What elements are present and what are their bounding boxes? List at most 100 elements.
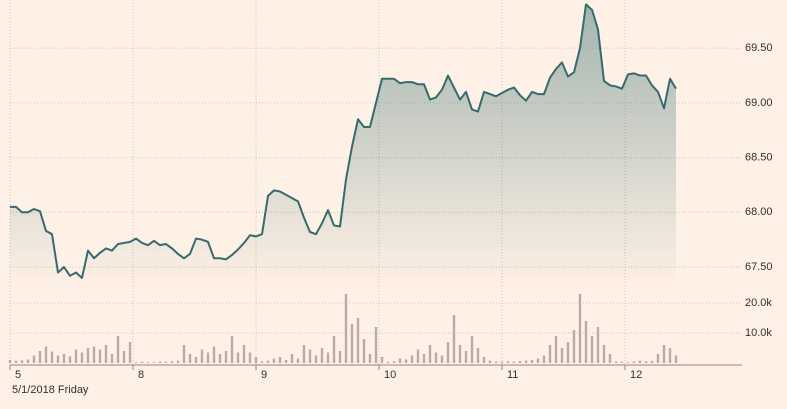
price-area [10,4,676,291]
volume-bar [422,354,426,363]
y-tick-label: 68.00 [745,206,773,218]
volume-bar [380,357,384,363]
volume-bar [98,349,102,363]
volume-bar [428,345,432,363]
volume-bar [104,345,108,363]
volume-bar [614,361,618,363]
volume-bar [110,354,114,363]
volume-bar [656,354,660,363]
volume-bar [392,361,396,363]
volume-bar [86,348,90,363]
volume-bar [44,346,48,363]
volume-bar [338,351,342,363]
y-tick-label: 69.50 [745,42,773,54]
volume-bar [560,348,564,363]
volume-bar [206,352,210,363]
volume-bar [626,362,630,363]
volume-bar [8,360,12,363]
volume-bar [212,346,216,363]
x-tick-label: 8 [138,369,144,381]
volume-bar [350,324,354,363]
volume-bar [368,354,372,363]
x-tick-label: 5 [15,369,21,381]
volume-bar [50,351,54,363]
volume-bar [644,361,648,363]
volume-bar [596,327,600,363]
volume-bar [548,345,552,363]
y-tick-label: 67.50 [745,261,773,273]
volume-bar [470,336,474,363]
volume-bar [554,336,558,363]
volume-bar [446,342,450,363]
volume-bar [674,355,678,363]
volume-bar [152,362,156,363]
volume-bar [524,360,528,363]
volume-bar [326,352,330,363]
volume-bar [500,361,504,363]
volume-bar [374,327,378,363]
volume-bar [482,357,486,363]
volume-bar [188,354,192,363]
volume-bar [602,345,606,363]
volume-bar [254,357,258,363]
volume-bar [518,360,522,363]
volume-bar [488,360,492,363]
volume-bar [266,360,270,363]
volume-bar [458,345,462,363]
volume-bar [386,361,390,363]
volume-bar [494,361,498,363]
volume-bar [650,360,654,363]
volume-bar [236,352,240,363]
x-tick-label: 9 [261,369,267,381]
volume-bar [320,348,324,363]
volume-bar [134,362,138,363]
volume-bar [26,359,30,363]
y-tick-label: 10.0k [745,327,772,339]
y-tick-label: 69.00 [745,97,773,109]
volume-bar [260,361,264,363]
volume-bar [308,349,312,363]
volume-bar [38,351,42,363]
volume-bar [668,348,672,363]
volume-bar [200,349,204,363]
volume-bar [398,358,402,363]
volume-bar [32,355,36,363]
volume-bar [638,360,642,363]
volume-bar [248,352,252,363]
volume-bar [464,351,468,363]
volume-bar [272,358,276,363]
volume-bar [578,294,582,363]
volume-bar [608,354,612,363]
volume-bar [20,360,24,363]
volume-bar [440,355,444,363]
volume-bar [80,352,84,363]
x-tick-label: 10 [384,369,396,381]
volume-bar [278,357,282,363]
volume-bar [56,355,60,363]
volume-bar [176,360,180,363]
volume-bar [566,342,570,363]
volume-bar [164,361,168,363]
volume-bar [620,361,624,363]
volume-bar [146,362,150,363]
volume-bar [530,360,534,363]
x-tick-label: 12 [630,369,642,381]
volume-bar [434,352,438,363]
volume-bar [584,321,588,363]
price-line [10,3,677,279]
volume-bar [344,294,348,363]
volume-bar [290,354,294,363]
volume-bar [224,351,228,363]
volume-bar [62,354,66,363]
volume-bar [68,356,72,363]
volume-bar [404,359,408,363]
volume-bar [230,336,234,363]
volume-bar [662,345,666,363]
volume-bar [362,339,366,363]
volume-bar [122,351,126,363]
volume-bar [536,358,540,363]
volume-bar [74,349,78,363]
volume-bar [416,349,420,363]
